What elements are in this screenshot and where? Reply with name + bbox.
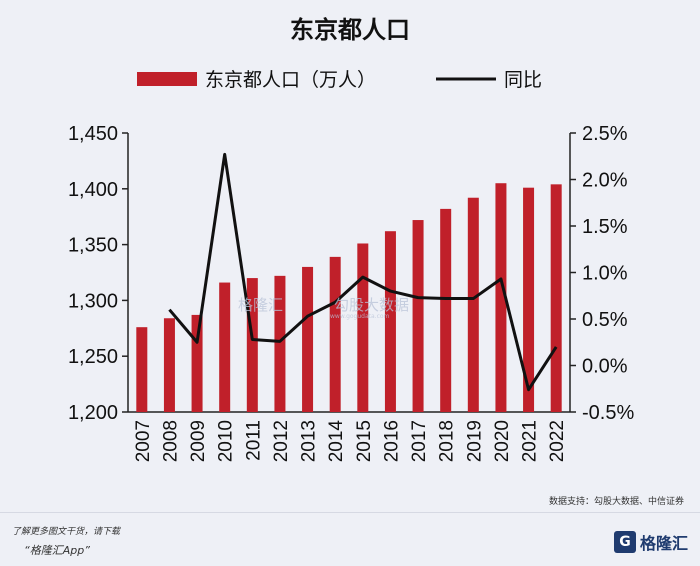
bar-2020 — [495, 183, 507, 412]
left-tick-label: 1,250 — [68, 346, 118, 368]
bar-2019 — [467, 197, 479, 412]
right-tick-label: 1.5% — [582, 216, 628, 238]
left-tick-label: 1,200 — [68, 402, 118, 424]
left-tick-label: 1,400 — [68, 179, 118, 201]
x-tick-label-2019: 2019 — [464, 420, 485, 462]
x-tick-label-2012: 2012 — [271, 420, 292, 462]
source-note: 数据支持：勾股大数据、中信证券 — [548, 497, 684, 507]
watermark-source: 勾股大数据 — [334, 296, 410, 314]
legend-label-population: 东京都人口（万人） — [205, 69, 376, 91]
x-tick-label-2016: 2016 — [381, 420, 402, 462]
legend-label-yoy: 同比 — [504, 69, 542, 91]
x-tick-label-2014: 2014 — [326, 420, 347, 463]
legend-swatch-population — [137, 72, 197, 86]
brand-logo: G 格隆汇 — [613, 530, 688, 554]
right-tick-label: 2.5% — [582, 123, 628, 145]
bar-2022 — [550, 184, 562, 412]
bar-2009 — [191, 314, 203, 412]
bar-2010 — [219, 282, 231, 412]
x-tick-label-2008: 2008 — [160, 420, 181, 462]
x-tick-label-2022: 2022 — [547, 420, 568, 462]
brand-name: 格隆汇 — [639, 534, 688, 553]
tokyo-population-chart: 东京都人口（万人） 同比 1,200 1,250 1,300 1,350 1,400 1,45… — [68, 69, 635, 463]
right-tick-label: 0.5% — [582, 309, 628, 331]
watermark-url: www.gogudata.com — [330, 313, 390, 320]
right-tick-label: 2.0% — [582, 170, 628, 192]
left-tick-label: 1,350 — [68, 235, 118, 257]
bar-2017 — [412, 220, 424, 412]
left-tick-label: 1,450 — [68, 123, 118, 145]
bar-2016 — [384, 231, 396, 412]
brand-logo-icon: G — [613, 531, 636, 553]
x-tick-label-2017: 2017 — [409, 420, 430, 462]
x-tick-label-2018: 2018 — [437, 420, 458, 462]
x-tick-label-2015: 2015 — [354, 420, 375, 462]
bar-2012 — [274, 275, 286, 412]
bar-2014 — [329, 256, 341, 412]
right-tick-label: 1.0% — [582, 263, 628, 285]
x-tick-label-2010: 2010 — [216, 420, 237, 462]
bar-2015 — [357, 243, 369, 412]
bar-2018 — [440, 208, 452, 412]
footer-download-note: 了解更多图文干货，请下载 — [12, 527, 121, 537]
bar-2013 — [302, 266, 314, 412]
bar-2008 — [163, 318, 175, 412]
x-tick-label-2021: 2021 — [520, 420, 541, 462]
left-tick-label: 1,300 — [68, 290, 118, 312]
watermark-brand: 格隆汇 — [238, 296, 284, 314]
x-tick-label-2009: 2009 — [188, 420, 209, 462]
bar-2021 — [523, 187, 535, 412]
right-tick-label: -0.5% — [582, 402, 634, 424]
x-tick-label-2013: 2013 — [299, 420, 320, 462]
right-tick-label: 0.0% — [582, 356, 628, 378]
x-tick-label-2011: 2011 — [243, 420, 264, 461]
bar-2007 — [136, 327, 148, 412]
x-tick-label-2007: 2007 — [133, 420, 154, 462]
x-tick-label-2020: 2020 — [492, 420, 513, 462]
chart-title: 东京都人口 — [290, 16, 410, 44]
bar-2011 — [246, 278, 258, 412]
footer-app-name: “格隆汇App” — [24, 544, 90, 557]
footer-divider — [0, 512, 700, 513]
